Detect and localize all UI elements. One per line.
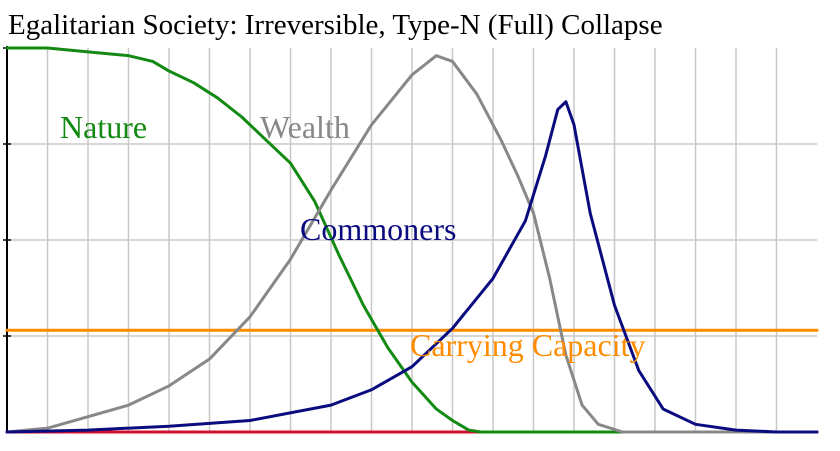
series-line-wealth xyxy=(5,54,819,434)
series-label-commoners: Commoners xyxy=(300,211,456,247)
grid-group xyxy=(7,48,817,432)
series-line-commoners xyxy=(5,100,819,434)
series-label-wealth: Wealth xyxy=(260,109,350,145)
series-line-nature xyxy=(5,46,819,434)
series-group xyxy=(5,46,819,434)
series-label-carrying-capacity: Carrying Capacity xyxy=(410,327,645,363)
chart-title: Egalitarian Society: Irreversible, Type-… xyxy=(8,9,663,41)
series-label-nature: Nature xyxy=(60,109,147,145)
